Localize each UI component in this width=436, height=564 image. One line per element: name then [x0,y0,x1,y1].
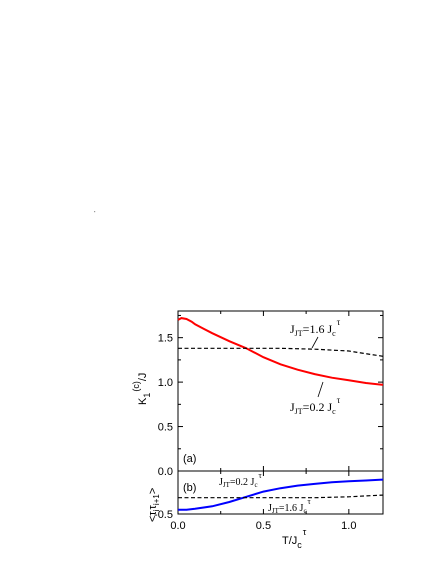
panel-b-xlabel-base: T/J [282,535,297,547]
panel-a-annotation-0-2: JJT=0.2 Jcτ [290,395,341,416]
panel-b-xlabel: T/Jcτ [282,527,307,550]
panel-b-ylabel-mid: τ [147,504,159,509]
panel-b-annotation-1-6: JJT=1.6 Jcτ [268,497,312,515]
ann-a2-text: =0.2 J [303,400,333,414]
panel-b-xtick-label-0: 0.0 [170,520,185,532]
panel-b-series-dashed-1-6 [178,494,384,499]
ann-a1-text: =1.6 J [303,322,333,336]
panel-b-annotation-0-2: JJT=0.2 Jcτ [219,471,263,489]
panel-b: 0.0 0.5 1.0 -0.5 (b) <τiτi+1> JJT=0.2 Jcτ … [147,470,384,550]
ann-a2-sup2: τ [337,395,341,405]
ann-b2-sup2: τ [308,497,312,506]
ann-a2-base: J [290,400,295,414]
panel-b-ylabel: <τiτi+1> [147,488,161,522]
ann-b1-text: =0.2 J [230,477,255,488]
ann-b1-sup2: τ [259,471,263,480]
panel-b-frame [177,470,384,515]
stray-dot [94,211,96,213]
panel-a-ytick-label-0: 0.0 [158,466,173,478]
panel-b-series-solid-0-2 [178,478,384,511]
panel-a: 0.00.51.01.5 (a) K1(c)/J JJT=1.6 Jcτ JJT… [131,310,384,478]
panel-a-label: (a) [183,453,196,465]
panel-b-ylabel-sub: i [152,509,161,511]
panel-a-series-solid-0-2 [177,317,384,386]
panel-b-xtick-label-2: 1.0 [341,520,356,532]
panel-a-ytick-label-2: 1.0 [158,377,173,389]
panel-a-ylabel-sup: (c) [131,381,141,392]
panel-a-frame [177,310,384,472]
ann-a1-base: J [290,322,295,336]
panel-b-x-ticks: 0.0 0.5 1.0 [170,471,356,532]
ann-a1-sub2: c [332,329,336,338]
ann-b1-sub2: c [254,481,257,489]
ann-a2-sub2: c [332,407,336,416]
panel-a-annotation-0-2-leader [317,381,324,398]
panel-b-label: (b) [183,482,196,494]
panel-a-ytick-label-3: 1.5 [158,333,173,345]
ann-b2-text: =1.6 J [279,503,304,514]
panel-b-xtick-label-1: 0.5 [256,520,271,532]
panel-a-ylabel-tail: /J [137,373,149,382]
panel-b-ylabel-sub2: i+1 [152,494,161,505]
ann-b1-sub: JT [223,481,231,489]
panel-b-ylabel-tail: > [147,488,159,494]
panel-b-series [178,478,384,511]
panel-b-xlabel-sup: τ [303,527,307,537]
ann-b2-sub: JT [272,507,280,515]
panel-a-ylabel-base: K [137,397,149,405]
ann-b2-sub2: c [303,507,306,515]
ann-b2-base: J [268,503,272,514]
panel-a-series [177,317,384,386]
panel-b-ytick-label-0: -0.5 [154,509,173,521]
ann-a1-sup2: τ [337,317,341,327]
panel-a-ylabel: K1(c)/J [131,373,152,405]
panel-a-ylabel-sub: 1 [142,393,152,398]
panel-a-y-ticks: 0.0 0.5 1.0 1.5 [158,311,383,478]
panel-a-annotation-1-6-leader [311,336,319,349]
ann-b1-base: J [219,477,223,488]
panel-a-ytick-label-1: 0.5 [158,422,173,434]
panel-a-annotation-1-6: JJT=1.6 Jcτ [290,317,341,338]
panel-b-xlabel-sub: c [297,540,302,550]
panel-a-series-dashed-1-6 [178,347,384,357]
panel-b-y-ticks: -0.5 [154,509,383,521]
ann-a2-sub: JT [295,407,303,416]
panel-b-ylabel-base: <τ [147,511,159,522]
ann-a1-sub: JT [295,329,303,338]
